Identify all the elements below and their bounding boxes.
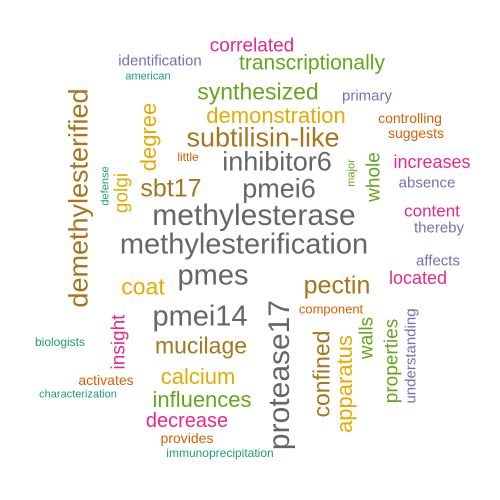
word-influences: influences [152, 387, 252, 412]
word-correlated: correlated [209, 35, 295, 57]
word-walls: walls [356, 316, 378, 360]
word-subtilisin-like: subtilisin-like [186, 122, 340, 153]
word-demethylesterified: demethylesterified [63, 88, 94, 308]
word-golgi: golgi [111, 172, 133, 214]
word-component: component [298, 301, 364, 317]
word-activates: activates [78, 372, 134, 388]
word-insight: insight [108, 314, 130, 370]
word-absence: absence [398, 174, 456, 192]
word-pmei6: pmei6 [242, 173, 316, 204]
word-located: located [388, 268, 448, 288]
word-protease17: protease17 [263, 299, 296, 451]
word-degree: degree [136, 102, 161, 172]
word-increases: increases [393, 152, 471, 172]
word-american: american [125, 70, 171, 83]
word-content: content [404, 201, 460, 221]
word-primary: primary [341, 87, 393, 105]
word-pectin: pectin [303, 271, 371, 300]
word-major: major [345, 159, 358, 187]
word-calcium: calcium [160, 364, 236, 389]
word-biologists: biologists [34, 335, 86, 349]
word-little: little [177, 150, 199, 164]
word-synthesized: synthesized [197, 78, 319, 105]
word-understanding: understanding [402, 308, 420, 404]
word-characterization: characterization [39, 388, 117, 401]
word-affects: affects [416, 252, 460, 270]
word-thereby: thereby [413, 219, 465, 237]
word-sbt17: sbt17 [140, 174, 202, 203]
word-provides: provides [160, 430, 214, 446]
word-transcriptionally: transcriptionally [239, 51, 385, 75]
word-suggests: suggests [387, 125, 445, 141]
word-methylesterification: methylesterification [119, 228, 369, 261]
word-apparatus: apparatus [332, 335, 357, 433]
word-properties: properties [381, 318, 403, 404]
word-immunoprecipitation: immunoprecipitation [166, 446, 274, 460]
word-whole: whole [363, 152, 385, 202]
word-mucilage: mucilage [154, 332, 248, 359]
word-confined: confined [308, 330, 335, 418]
word-pmei14: pmei14 [152, 300, 248, 333]
word-coat: coat [121, 273, 165, 300]
word-methylesterase: methylesterase [152, 199, 356, 232]
word-inhibitor6: inhibitor6 [222, 146, 332, 177]
word-identification: identification [118, 52, 202, 70]
word-demonstration: demonstration [206, 103, 346, 128]
word-controlling: controlling [378, 110, 442, 126]
word-defense: defense [99, 166, 112, 206]
word-pmes: pmes [177, 259, 249, 292]
word-decrease: decrease [145, 410, 229, 432]
